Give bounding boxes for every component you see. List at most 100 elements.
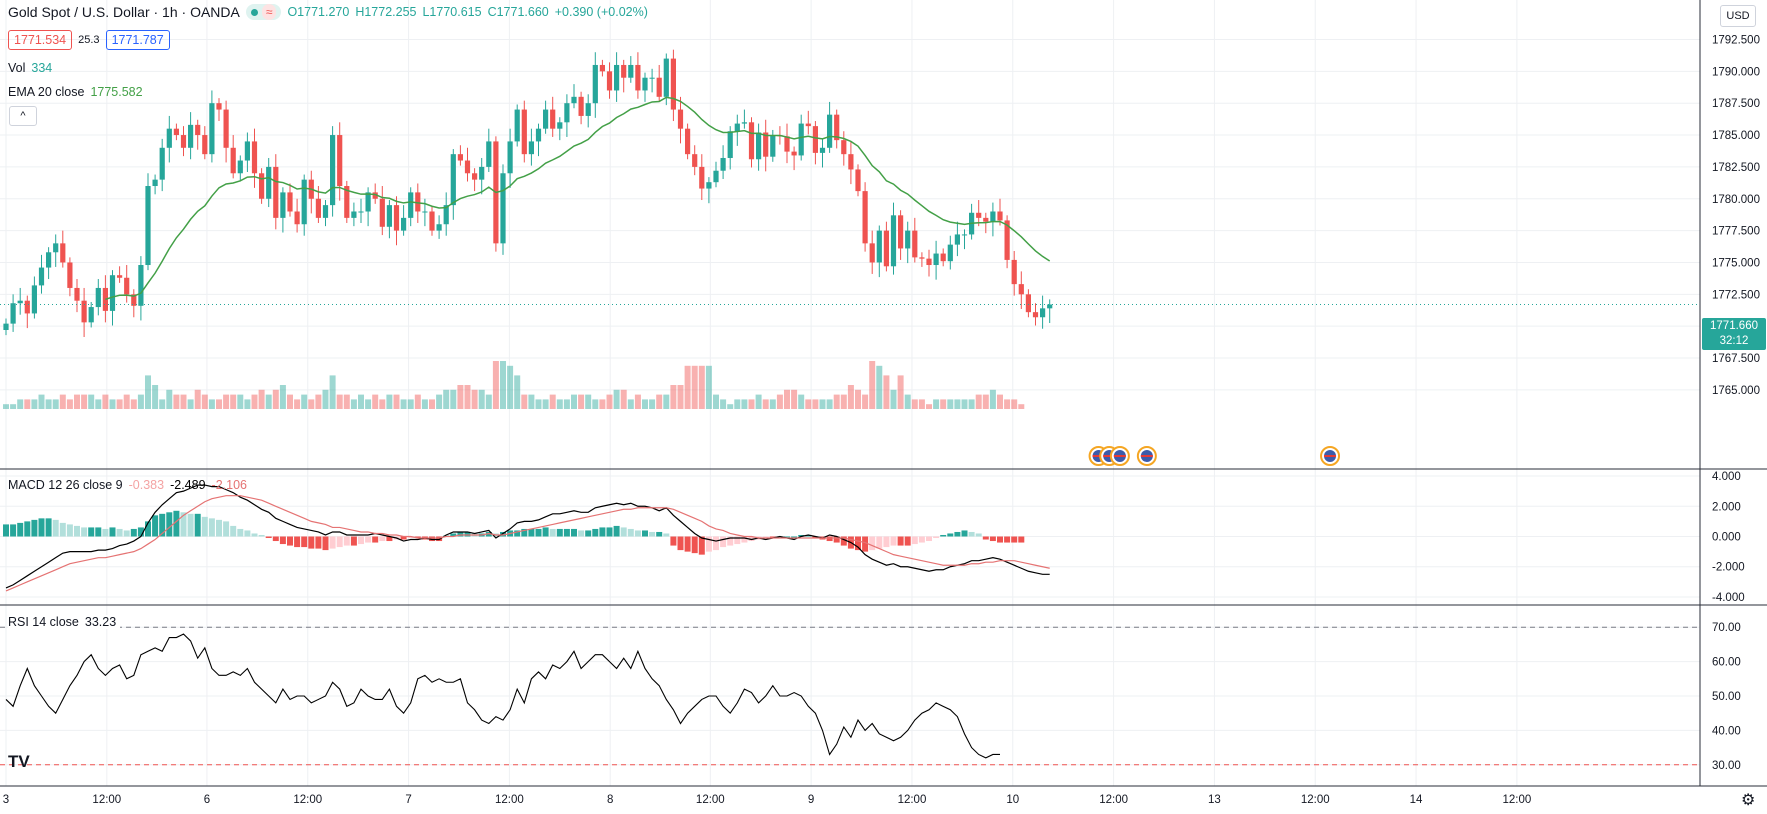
rsi-legend[interactable]: RSI 14 close 33.23 xyxy=(8,615,121,629)
volume-bar xyxy=(890,389,897,409)
macd-hist-bar xyxy=(784,536,790,538)
candle-body xyxy=(677,109,684,129)
candle-body xyxy=(479,166,485,180)
currency-label: USD xyxy=(1726,10,1750,22)
bid-price[interactable]: 1771.534 xyxy=(8,30,73,50)
volume-bar xyxy=(81,394,88,409)
ohlc-close: C1771.660 xyxy=(487,5,549,19)
volume-bar xyxy=(933,399,940,409)
macd-hist-bar xyxy=(45,518,52,537)
macd-hist-bar xyxy=(358,536,364,545)
candle-body xyxy=(535,128,542,142)
candle-body xyxy=(251,141,258,174)
macd-tick-label: 2.000 xyxy=(1712,501,1741,513)
market-status-badge[interactable]: ≈ xyxy=(245,4,282,20)
candle-body xyxy=(74,287,80,301)
macd-signal-value: -2.106 xyxy=(211,478,247,492)
candle-body xyxy=(429,211,435,231)
macd-hist-bar xyxy=(805,534,812,537)
candle-body xyxy=(10,303,16,324)
volume-bar xyxy=(152,385,159,409)
candle-body xyxy=(294,211,300,225)
candle-body xyxy=(301,179,307,225)
currency-selector[interactable]: USD xyxy=(1720,5,1756,27)
macd-tick-label: 4.000 xyxy=(1712,471,1741,483)
candle-body xyxy=(1040,308,1046,318)
rsi-axis[interactable]: 70.00 60.00 50.00 40.00 30.00 xyxy=(1712,622,1741,772)
macd-hist-bar xyxy=(379,536,386,542)
macd-hist-bar xyxy=(201,516,208,537)
price-axis[interactable]: 1792.500 1790.000 1787.500 1785.000 1782.500… xyxy=(1712,34,1760,396)
volume-bar xyxy=(705,365,712,409)
economic-events[interactable] xyxy=(1088,446,1341,466)
candle-body xyxy=(209,103,215,155)
macd-hist-bar xyxy=(407,536,414,539)
time-axis[interactable]: 3 12:00 6 12:00 7 12:00 8 12:00 9 12:00 10 12:00 13 1… xyxy=(3,794,1531,806)
macd-hist-bar xyxy=(372,536,379,543)
volume-bar xyxy=(620,389,627,409)
macd-hist-bar xyxy=(684,536,691,552)
macd-hist-bar xyxy=(926,536,932,542)
macd-hist-bar xyxy=(450,533,457,537)
tradingview-logo[interactable]: TV xyxy=(8,752,42,776)
macd-hist-bar xyxy=(571,528,577,537)
macd-hist-bar xyxy=(294,536,301,548)
ema-legend[interactable]: EMA 20 close 1775.582 xyxy=(8,84,143,100)
volume-bar xyxy=(862,394,869,409)
candle-body xyxy=(919,257,925,259)
macd-hist-bar xyxy=(414,536,421,539)
macd-hist-bar xyxy=(528,528,535,537)
macd-hist-bar xyxy=(166,512,173,537)
volume-bar xyxy=(606,394,613,409)
flag-icon-stripe xyxy=(1113,455,1126,457)
candle-body xyxy=(173,128,179,136)
macd-hist-bar xyxy=(876,536,883,549)
macd-axis[interactable]: 4.000 2.000 0.000 -2.000 -4.000 xyxy=(1712,471,1745,604)
candle-body xyxy=(933,253,939,266)
macd-hist-bar xyxy=(663,533,670,537)
candle-body xyxy=(521,109,527,155)
volume-legend[interactable]: Vol 334 xyxy=(8,60,52,76)
macd-hist-bar xyxy=(322,536,329,551)
volume-bar xyxy=(251,394,258,409)
macd-tick-label: 0.000 xyxy=(1712,532,1741,544)
volume-bar xyxy=(656,394,663,409)
volume-bar xyxy=(258,389,265,409)
candle-body xyxy=(273,166,279,218)
bar-countdown: 32:12 xyxy=(1719,335,1749,347)
ask-price[interactable]: 1771.787 xyxy=(105,30,170,50)
candle-body xyxy=(713,170,719,183)
macd-hist-bar xyxy=(769,536,776,539)
chevron-up-icon: ^ xyxy=(20,110,26,122)
volume-bar xyxy=(997,394,1003,409)
macd-hist-bar xyxy=(187,513,194,537)
candle-body xyxy=(578,96,584,116)
settings-gear-icon[interactable]: ⚙ xyxy=(1741,792,1756,809)
time-tick-label: 12:00 xyxy=(1099,794,1128,806)
volume-bar xyxy=(194,389,201,409)
time-tick-label: 12:00 xyxy=(92,794,121,806)
volume-bar xyxy=(734,399,741,409)
time-tick-label: 7 xyxy=(405,794,411,806)
symbol-title[interactable]: Gold Spot / U.S. Dollar · 1h · OANDA xyxy=(8,4,240,20)
macd-hist-bar xyxy=(123,530,130,537)
candle-body xyxy=(663,58,669,97)
volume-bar xyxy=(180,394,187,409)
macd-legend[interactable]: MACD 12 26 close 9 -0.383 -2.489 -2.106 xyxy=(8,478,247,492)
candle-body xyxy=(166,128,172,148)
collapse-legend-button[interactable]: ^ xyxy=(9,106,37,126)
volume-bar xyxy=(741,399,748,409)
volume-bar xyxy=(329,375,336,409)
volume-bar xyxy=(876,365,883,409)
candle-body xyxy=(124,277,130,295)
time-tick-label: 9 xyxy=(808,794,814,806)
price-tick-label: 1777.500 xyxy=(1712,226,1760,238)
candle-body xyxy=(507,141,513,174)
macd-hist-bar xyxy=(656,531,663,537)
price-tick-label: 1775.000 xyxy=(1712,257,1760,269)
volume-bar xyxy=(571,394,577,409)
candle-body xyxy=(358,211,364,213)
macd-hist-bar xyxy=(826,536,833,542)
bid-ask-row: 1771.534 25.3 1771.787 xyxy=(8,30,170,50)
